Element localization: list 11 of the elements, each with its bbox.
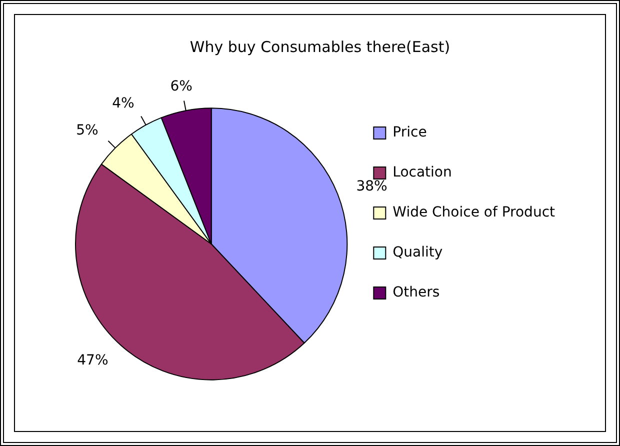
data-label: 5% bbox=[76, 122, 98, 139]
data-label: 4% bbox=[112, 96, 134, 112]
legend-label: Others bbox=[392, 284, 440, 301]
legend-label: Quality bbox=[392, 244, 443, 261]
legend-label: Wide Choice of Product bbox=[392, 204, 556, 221]
legend-label: Location bbox=[392, 164, 452, 181]
data-label: 38% bbox=[356, 178, 388, 194]
chart-title: Why buy Consumables there(East) bbox=[190, 38, 450, 56]
legend-label: Price bbox=[392, 124, 427, 141]
data-label: 6% bbox=[170, 78, 192, 95]
data-label: 47% bbox=[77, 352, 108, 369]
